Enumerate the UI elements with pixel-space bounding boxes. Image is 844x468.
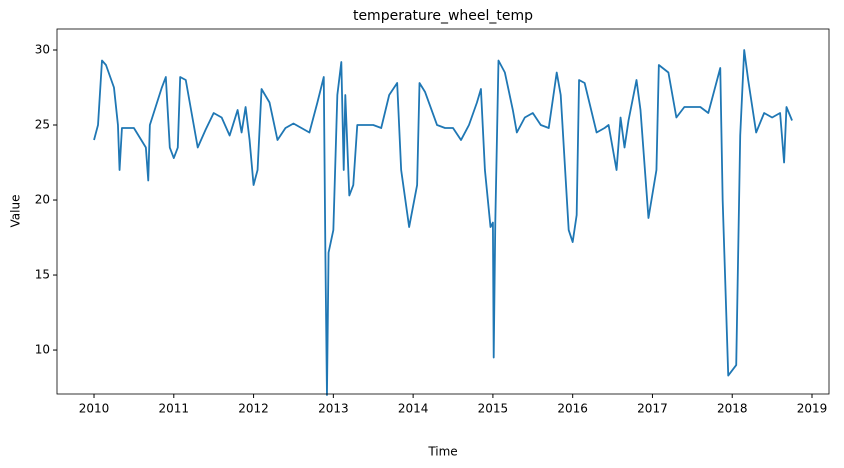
- y-tick-label: 25: [35, 118, 50, 132]
- plot-frame: [56, 28, 830, 395]
- x-tick-label: 2014: [398, 402, 429, 416]
- x-tick-label: 2019: [797, 402, 828, 416]
- x-tick-label: 2011: [159, 402, 190, 416]
- y-tick-label: 10: [35, 343, 50, 357]
- x-tick-label: 2015: [478, 402, 509, 416]
- y-tick-label: 15: [35, 268, 50, 282]
- x-tick-label: 2018: [717, 402, 748, 416]
- x-tick-label: 2013: [318, 402, 349, 416]
- y-tick-label: 20: [35, 193, 50, 207]
- x-tick-label: 2016: [557, 402, 588, 416]
- x-axis-label: Time: [427, 445, 457, 459]
- chart-title: temperature_wheel_temp: [353, 8, 533, 24]
- y-axis-label: Value: [9, 195, 23, 228]
- x-tick-label: 2012: [238, 402, 269, 416]
- y-tick-label: 30: [35, 43, 50, 57]
- data-line: [93, 49, 793, 396]
- x-tick-label: 2017: [637, 402, 668, 416]
- x-tick-label: 2010: [79, 402, 110, 416]
